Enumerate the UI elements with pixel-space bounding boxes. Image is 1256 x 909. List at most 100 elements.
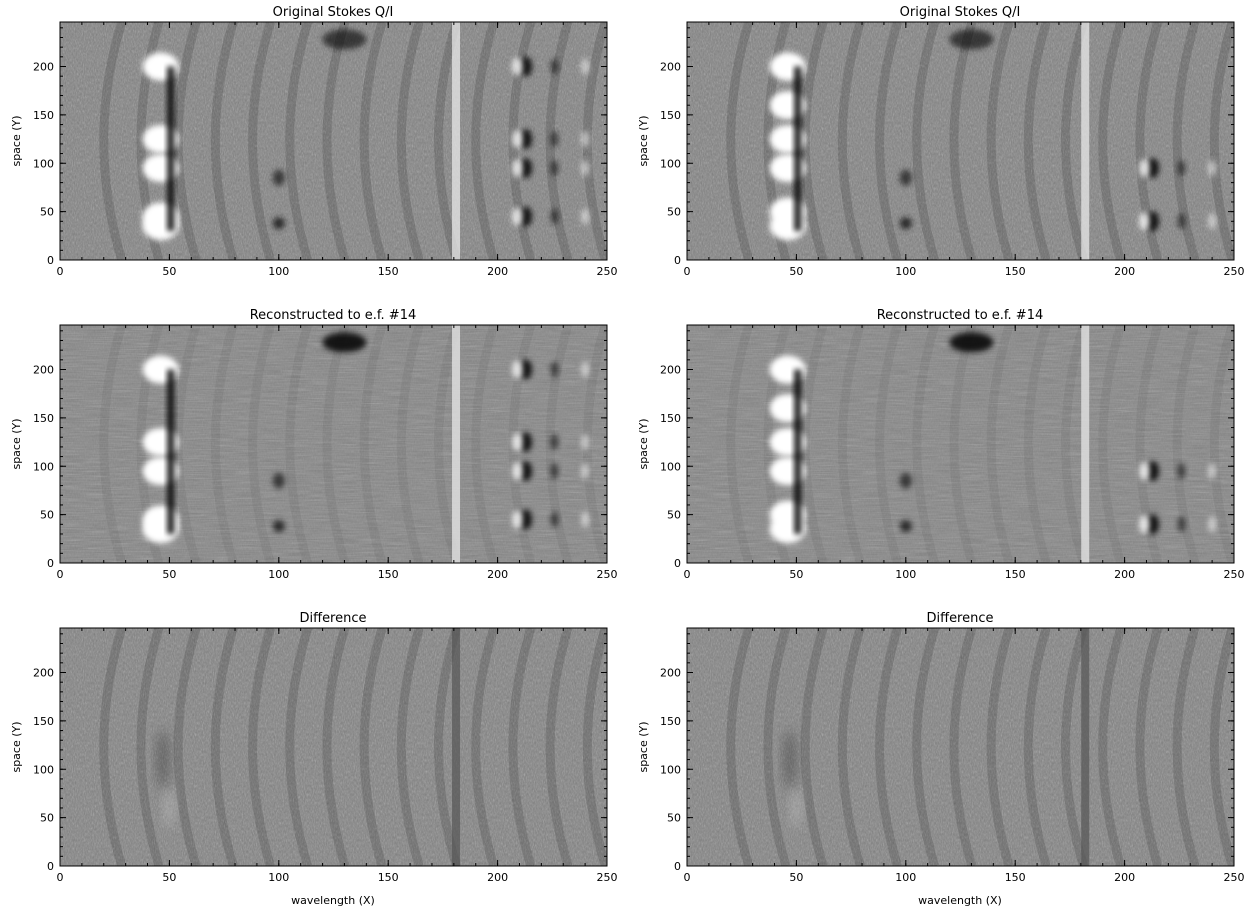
x-tick-label: 200 (487, 265, 508, 278)
dark-feature (899, 472, 912, 489)
plot-frame (686, 627, 1235, 867)
x-tick-label: 250 (1224, 871, 1245, 884)
dark-feature (550, 434, 559, 451)
y-tick-label: 200 (33, 61, 54, 74)
fringe-band (1098, 325, 1126, 563)
panel-title: Reconstructed to e.f. #14 (877, 308, 1044, 323)
y-tick-label: 150 (660, 412, 681, 425)
panel-reconstructed-right: 0 50 100 150 200 250 0 50 100 150 200 Reconstruct… (637, 308, 1245, 581)
fringe-band (248, 325, 275, 563)
bright-feature (581, 160, 590, 177)
fringe-band (1209, 628, 1234, 866)
dark-feature (550, 208, 559, 225)
fringe-band (1172, 628, 1200, 866)
fringe-band (726, 325, 754, 563)
dark-feature (520, 461, 533, 482)
fringe-band (800, 628, 828, 866)
plot-frame (59, 627, 608, 867)
fringe-band (545, 628, 573, 866)
fringe-band (912, 22, 940, 260)
dark-feature (1147, 158, 1160, 179)
bright-feature (1139, 515, 1150, 534)
x-tick-label: 150 (378, 265, 399, 278)
spectral-line-column (452, 22, 461, 260)
fringe-band (471, 22, 499, 260)
x-tick-label: 50 (789, 871, 803, 884)
bright-feature (581, 511, 590, 528)
x-tick-label: 250 (1224, 568, 1245, 581)
dark-feature (1177, 213, 1186, 230)
y-axis: 0 50 100 150 200 (660, 330, 1234, 570)
x-axis: 0 50 100 150 200 250 (684, 325, 1245, 581)
y-tick-label: 50 (40, 812, 54, 825)
y-tick-label: 150 (33, 109, 54, 122)
fringe-band (248, 22, 275, 260)
y-tick-label: 50 (667, 812, 681, 825)
x-axis: 0 50 100 150 200 250 (57, 325, 618, 581)
fringe-band (1061, 22, 1088, 260)
fringe-band (912, 325, 940, 563)
dark-feature (322, 332, 367, 353)
x-tick-label: 50 (789, 568, 803, 581)
fringe-band (986, 628, 1014, 866)
fringe-band (434, 628, 461, 866)
dark-feature (1147, 211, 1160, 232)
heatmap-texture (687, 325, 1234, 563)
x-tick-label: 50 (162, 265, 176, 278)
dark-feature (520, 432, 533, 453)
dark-feature (520, 206, 533, 227)
fringe-band (837, 325, 865, 563)
fringe-band (210, 325, 238, 563)
bright-feature (1208, 516, 1217, 533)
dark-feature (550, 160, 559, 177)
fringe-band (1098, 22, 1126, 260)
fringe-band (986, 22, 1014, 260)
fringe-band (210, 628, 238, 866)
x-tick-label: 0 (684, 871, 691, 884)
fringe-band (434, 325, 461, 563)
bright-feature (1208, 160, 1217, 177)
y-axis-label: space (Y) (637, 115, 650, 166)
dark-feature (322, 29, 367, 50)
y-tick-label: 50 (667, 206, 681, 219)
fringe-band (1023, 22, 1051, 260)
fringe-band (359, 325, 387, 563)
dark-feature (550, 463, 559, 480)
fringe-band (837, 628, 865, 866)
y-tick-label: 150 (33, 412, 54, 425)
y-tick-label: 200 (33, 667, 54, 680)
x-tick-label: 50 (162, 568, 176, 581)
dark-feature (794, 369, 802, 534)
y-tick-label: 0 (674, 860, 681, 873)
x-axis-label: wavelength (X) (291, 894, 375, 907)
fringe-band (508, 628, 536, 866)
x-tick-label: 250 (597, 871, 618, 884)
bright-feature (1139, 462, 1150, 481)
x-tick-label: 0 (684, 568, 691, 581)
y-tick-label: 150 (660, 109, 681, 122)
dark-feature (550, 58, 559, 75)
bright-feature (1208, 213, 1217, 230)
dark-feature (520, 56, 533, 77)
fringe-band (173, 628, 201, 866)
dark-feature (949, 332, 994, 353)
x-tick-label: 200 (487, 871, 508, 884)
dark-feature (949, 29, 994, 50)
heatmap-noise (687, 628, 1234, 866)
x-axis: 0 50 100 150 200 250 (684, 628, 1245, 884)
x-tick-label: 150 (378, 568, 399, 581)
bright-feature (581, 58, 590, 75)
spectral-line-column (452, 628, 461, 866)
y-tick-label: 200 (660, 667, 681, 680)
fringe-band (285, 22, 313, 260)
x-tick-label: 50 (162, 871, 176, 884)
y-axis: 0 50 100 150 200 (660, 27, 1234, 267)
y-tick-label: 100 (660, 157, 681, 170)
dark-feature (1147, 461, 1160, 482)
dark-feature (899, 169, 912, 186)
y-tick-label: 200 (660, 61, 681, 74)
heatmap-image (60, 628, 607, 866)
panel-title: Difference (926, 611, 993, 626)
